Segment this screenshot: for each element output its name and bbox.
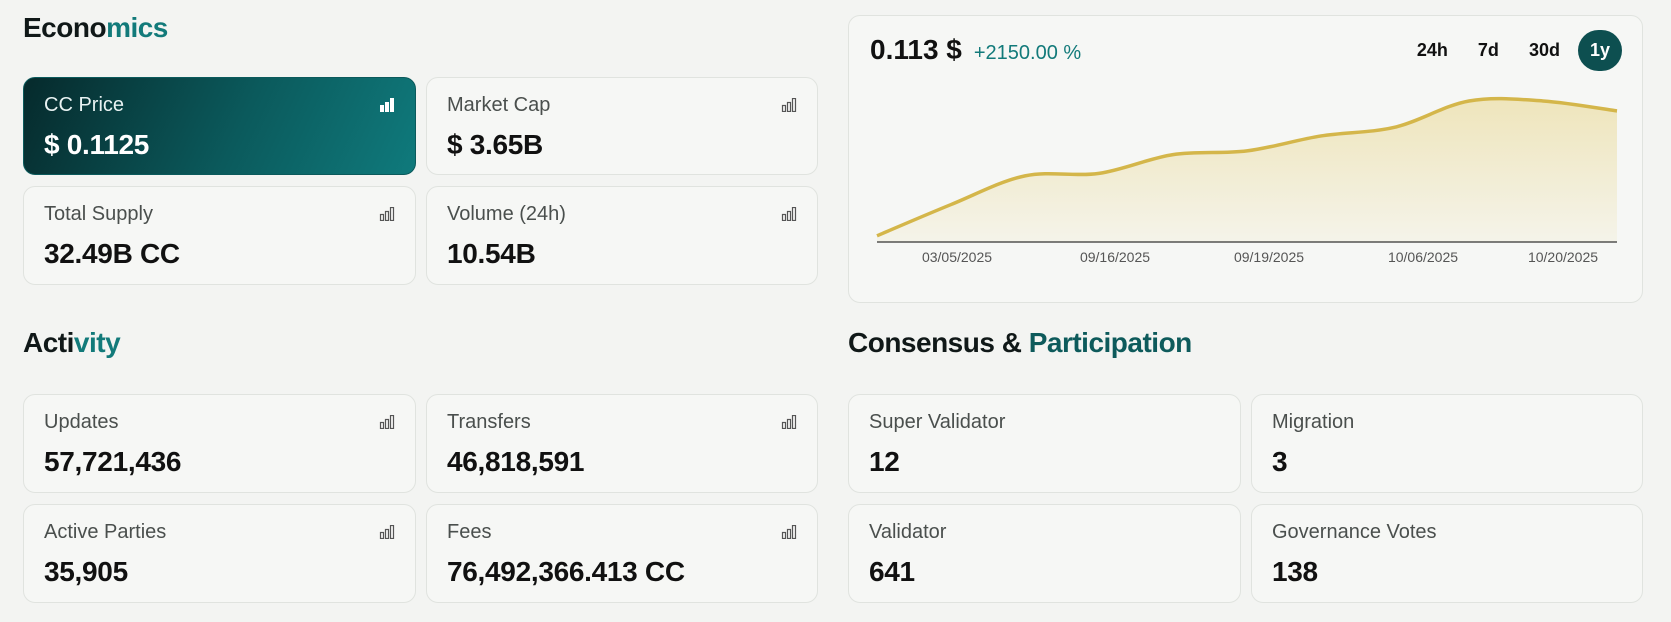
price-area-fill: [877, 98, 1617, 243]
total-supply-label: Total Supply: [44, 203, 153, 225]
price-area-chart: 03/05/2025 09/16/2025 09/19/2025 10/06/2025…: [876, 96, 1618, 265]
activity-title: Activity: [23, 327, 121, 359]
range-tab-30d[interactable]: 30d: [1528, 40, 1560, 60]
x-tick-label: 09/19/2025: [1234, 249, 1304, 265]
active-parties-label: Active Parties: [44, 521, 167, 543]
consensus-title: Consensus & Participation: [848, 327, 1192, 359]
cc-price-card[interactable]: CC Price $ 0.1125: [23, 77, 416, 175]
updates-card[interactable]: Updates 57,721,436: [23, 394, 416, 493]
bar-chart-icon[interactable]: [781, 525, 797, 539]
governance-votes-card[interactable]: Governance Votes 138: [1251, 504, 1643, 603]
price-change: +2150.00 %: [973, 42, 1082, 64]
fees-label: Fees: [447, 521, 492, 543]
updates-label: Updates: [44, 411, 119, 433]
price-line: [876, 96, 1618, 238]
x-axis-ticks: 03/05/2025 09/16/2025 09/19/2025 10/06/2025…: [922, 249, 1598, 265]
market-cap-value: $ 3.65B: [447, 129, 543, 160]
migration-card[interactable]: Migration 3: [1251, 394, 1643, 493]
bar-chart-icon[interactable]: [379, 98, 395, 112]
range-tab-1y[interactable]: 1y: [1577, 30, 1622, 71]
total-supply-value: 32.49B CC: [44, 238, 180, 269]
range-tabs: 24h 7d 30d 1y: [1405, 30, 1622, 71]
x-tick-label: 10/20/2025: [1528, 249, 1598, 265]
fees-card[interactable]: Fees 76,492,366.413 CC: [426, 504, 818, 603]
fees-value: 76,492,366.413 CC: [447, 556, 685, 587]
price-header: 0.113 $ +2150.00 %: [870, 34, 1081, 66]
economics-title: Economics: [23, 12, 168, 44]
volume-value: 10.54B: [447, 238, 536, 269]
governance-votes-label: Governance Votes: [1272, 521, 1437, 543]
bar-chart-icon[interactable]: [781, 98, 797, 112]
super-validator-label: Super Validator: [869, 411, 1006, 433]
x-tick-label: 09/16/2025: [1080, 249, 1150, 265]
bar-chart-icon[interactable]: [379, 415, 395, 429]
economics-title-part2: mics: [106, 12, 168, 43]
volume-card[interactable]: Volume (24h) 10.54B: [426, 186, 818, 285]
validator-label: Validator: [869, 521, 947, 543]
market-cap-label: Market Cap: [447, 94, 551, 116]
migration-label: Migration: [1272, 411, 1355, 433]
transfers-label: Transfers: [447, 411, 531, 433]
current-price: 0.113 $: [870, 34, 962, 65]
super-validator-card[interactable]: Super Validator 12: [848, 394, 1241, 493]
market-cap-card[interactable]: Market Cap $ 3.65B: [426, 77, 818, 175]
transfers-card[interactable]: Transfers 46,818,591: [426, 394, 818, 493]
active-parties-value: 35,905: [44, 556, 128, 587]
price-chart-card: 0.113 $ +2150.00 % 24h 7d 30d 1y 03/05/2…: [848, 15, 1643, 303]
governance-votes-value: 138: [1272, 556, 1318, 587]
validator-card[interactable]: Validator 641: [848, 504, 1241, 603]
range-tab-24h[interactable]: 24h: [1416, 40, 1448, 60]
activity-title-part1: Acti: [23, 327, 74, 358]
bar-chart-icon[interactable]: [781, 207, 797, 221]
volume-label: Volume (24h): [447, 203, 566, 225]
activity-title-part2: vity: [73, 327, 121, 358]
cc-price-label: CC Price: [44, 94, 125, 116]
range-tab-7d[interactable]: 7d: [1477, 40, 1499, 60]
consensus-title-part1: Consensus &: [848, 327, 1029, 358]
total-supply-card[interactable]: Total Supply 32.49B CC: [23, 186, 416, 285]
transfers-value: 46,818,591: [447, 446, 585, 477]
validator-value: 641: [869, 556, 915, 587]
cc-price-value: $ 0.1125: [44, 129, 150, 160]
x-tick-label: 03/05/2025: [922, 249, 992, 265]
economics-title-part1: Econo: [23, 12, 107, 43]
bar-chart-icon[interactable]: [379, 525, 395, 539]
bar-chart-icon[interactable]: [781, 415, 797, 429]
bar-chart-icon[interactable]: [379, 207, 395, 221]
super-validator-value: 12: [869, 446, 900, 477]
updates-value: 57,721,436: [44, 446, 182, 477]
active-parties-card[interactable]: Active Parties 35,905: [23, 504, 416, 603]
consensus-title-part2: Participation: [1028, 327, 1193, 358]
x-tick-label: 10/06/2025: [1388, 249, 1458, 265]
migration-value: 3: [1272, 446, 1288, 477]
